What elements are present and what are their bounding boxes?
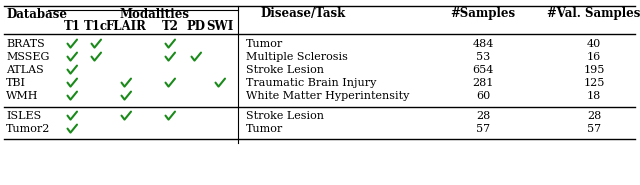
Text: WMH: WMH xyxy=(6,91,38,101)
Text: 195: 195 xyxy=(583,65,605,75)
Text: ATLAS: ATLAS xyxy=(6,65,44,75)
Text: BRATS: BRATS xyxy=(6,39,45,49)
Text: Tumor: Tumor xyxy=(246,124,284,134)
Text: TBI: TBI xyxy=(6,78,26,88)
Text: Traumatic Brain Injury: Traumatic Brain Injury xyxy=(246,78,376,88)
Text: Database: Database xyxy=(6,8,67,21)
Text: Disease/Task: Disease/Task xyxy=(260,8,346,21)
Text: Stroke Lesion: Stroke Lesion xyxy=(246,65,324,75)
Text: PD: PD xyxy=(186,19,205,33)
Text: ISLES: ISLES xyxy=(6,111,41,121)
Text: 125: 125 xyxy=(583,78,605,88)
Text: White Matter Hyperintensity: White Matter Hyperintensity xyxy=(246,91,410,101)
Text: T1c: T1c xyxy=(84,19,108,33)
Text: 40: 40 xyxy=(587,39,601,49)
Text: 18: 18 xyxy=(587,91,601,101)
Text: T2: T2 xyxy=(161,19,179,33)
Text: 57: 57 xyxy=(587,124,601,134)
Text: 16: 16 xyxy=(587,52,601,62)
Text: SWI: SWI xyxy=(206,19,234,33)
Text: Stroke Lesion: Stroke Lesion xyxy=(246,111,324,121)
Text: 60: 60 xyxy=(476,91,490,101)
Text: Multiple Sclerosis: Multiple Sclerosis xyxy=(246,52,348,62)
Text: #Samples: #Samples xyxy=(451,8,516,21)
Text: 484: 484 xyxy=(472,39,493,49)
Text: FLAIR: FLAIR xyxy=(106,19,147,33)
Text: Tumor2: Tumor2 xyxy=(6,124,51,134)
Text: Modalities: Modalities xyxy=(119,8,189,21)
Text: T1: T1 xyxy=(63,19,81,33)
Text: 28: 28 xyxy=(476,111,490,121)
Text: #Val. Samples: #Val. Samples xyxy=(547,8,640,21)
Text: 654: 654 xyxy=(472,65,493,75)
Text: 53: 53 xyxy=(476,52,490,62)
Text: 57: 57 xyxy=(476,124,490,134)
Text: 281: 281 xyxy=(472,78,493,88)
Text: Tumor: Tumor xyxy=(246,39,284,49)
Text: 28: 28 xyxy=(587,111,601,121)
Text: MSSEG: MSSEG xyxy=(6,52,49,62)
